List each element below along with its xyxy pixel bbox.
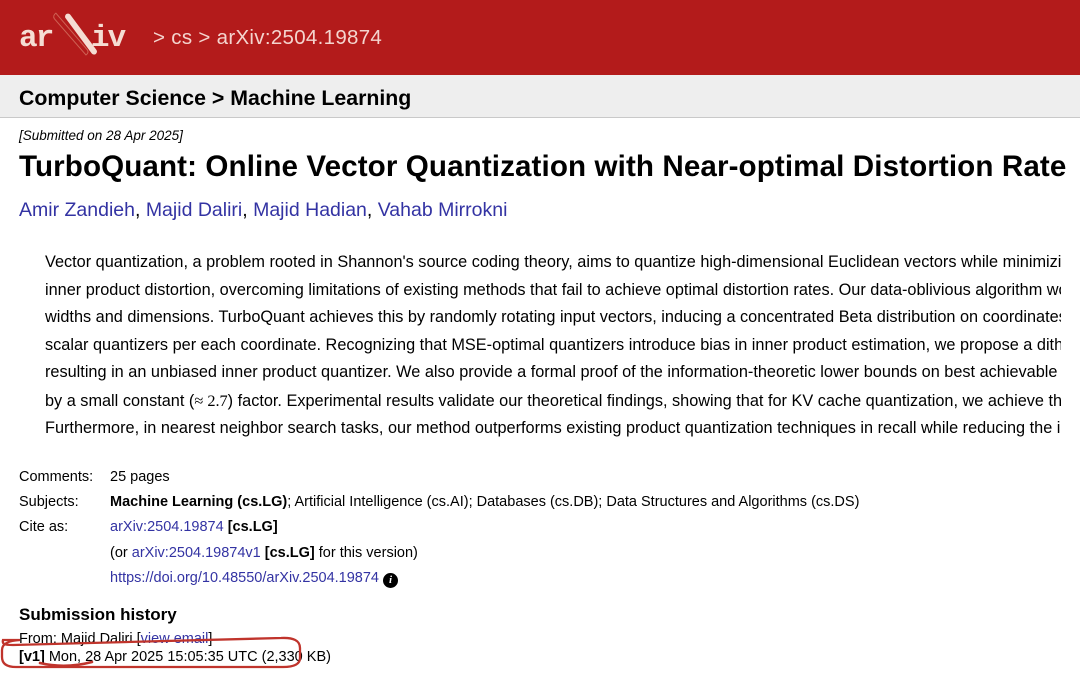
svg-text:ar: ar — [19, 20, 53, 55]
